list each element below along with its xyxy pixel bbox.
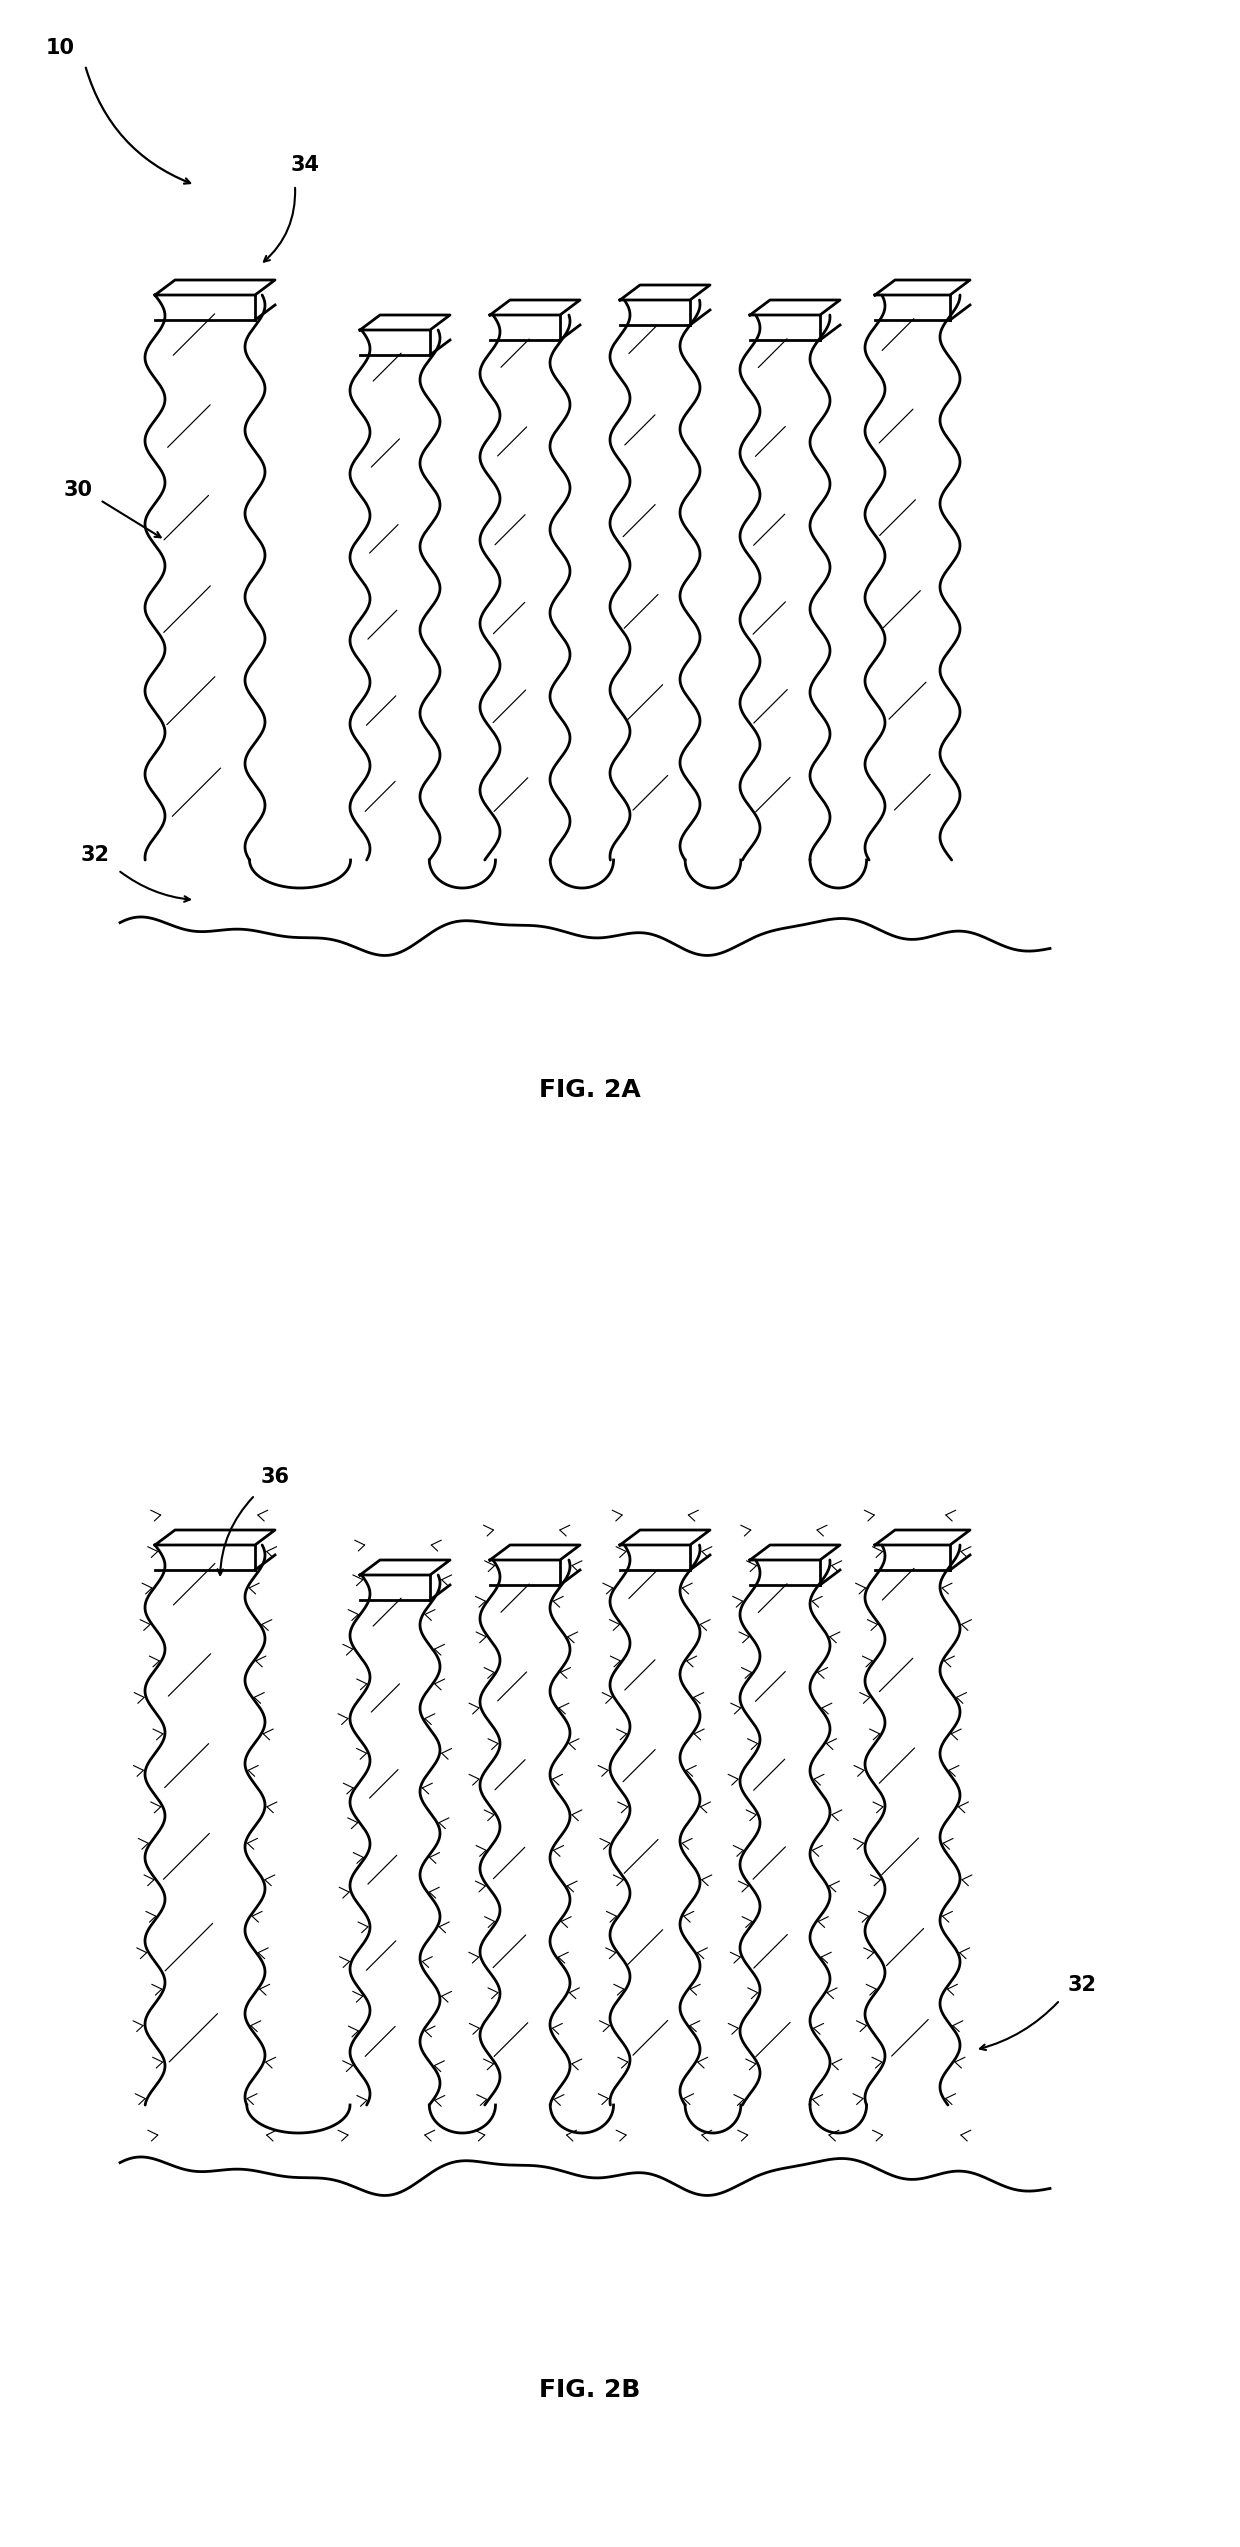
Text: 30: 30	[63, 479, 93, 499]
Text: 36: 36	[260, 1467, 289, 1487]
Text: 32: 32	[1068, 1974, 1096, 1994]
Text: 34: 34	[290, 155, 320, 176]
Text: FIG. 2A: FIG. 2A	[539, 1077, 641, 1103]
Text: 10: 10	[46, 38, 74, 59]
Text: FIG. 2B: FIG. 2B	[539, 2379, 641, 2402]
Text: 32: 32	[81, 846, 109, 866]
